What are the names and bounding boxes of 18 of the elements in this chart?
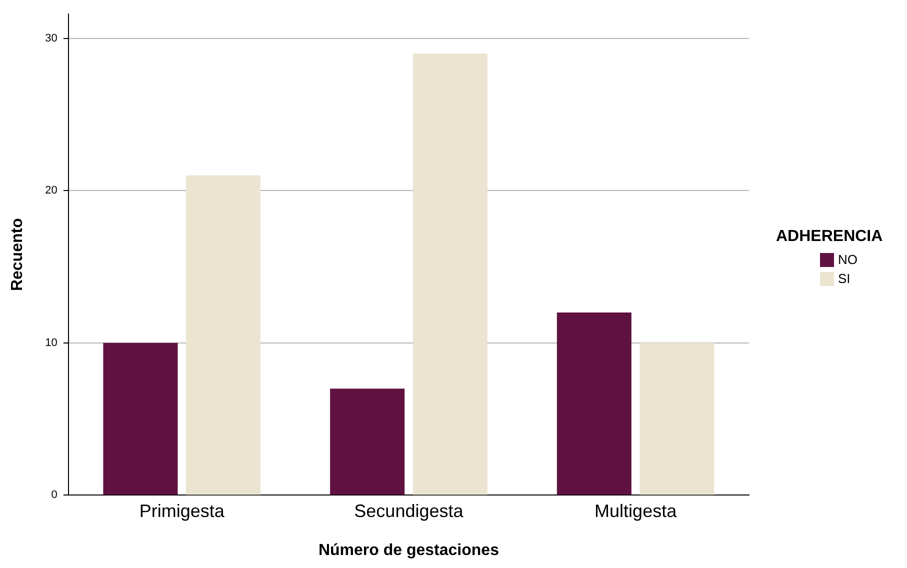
- y-tick-label: 20: [45, 184, 58, 197]
- y-tick-label: 10: [45, 336, 58, 349]
- legend-title: ADHERENCIA: [776, 228, 883, 246]
- y-tick-label: 0: [51, 489, 58, 502]
- bar: [556, 312, 632, 495]
- y-axis-title: Recuento: [9, 218, 26, 292]
- y-tick-label: 30: [45, 32, 58, 44]
- bar: [330, 388, 405, 495]
- bar: [640, 342, 714, 495]
- legend-label: SI: [838, 271, 850, 286]
- x-axis-title: Número de gestaciones: [318, 542, 500, 559]
- bar: [103, 342, 178, 495]
- x-tick-label: Multigesta: [594, 500, 678, 521]
- legend-label: NO: [838, 252, 858, 267]
- bar: [412, 54, 488, 495]
- bar: [186, 175, 261, 495]
- x-tick-label: Secundigesta: [354, 500, 464, 521]
- x-tick-label: Primigesta: [139, 500, 226, 521]
